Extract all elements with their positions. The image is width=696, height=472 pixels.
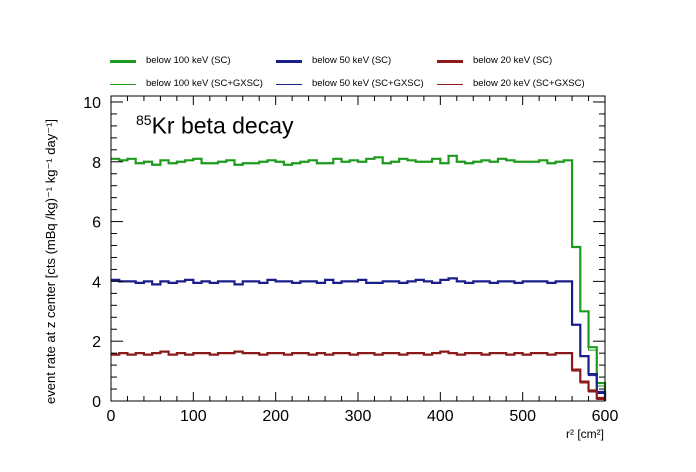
x-tick-label: 200 <box>262 408 289 425</box>
x-tick-label: 300 <box>345 408 372 425</box>
legend-swatch <box>437 84 463 85</box>
x-tick-label: 400 <box>427 408 454 425</box>
title-main: Kr beta decay <box>151 112 294 139</box>
y-tick-label: 6 <box>92 215 101 232</box>
legend: below 100 keV (SC) below 50 keV (SC) bel… <box>0 0 696 100</box>
title-superscript: 85 <box>136 112 152 128</box>
axes-layer: 0 100 200 300 400 500 600 0 2 4 6 8 10 <box>83 95 618 425</box>
legend-swatch <box>437 60 463 63</box>
x-tick-label: 500 <box>509 408 536 425</box>
series-line <box>111 351 606 401</box>
y-tick-label: 8 <box>92 155 101 172</box>
legend-swatch <box>276 60 302 63</box>
series-line <box>111 277 607 401</box>
legend-label: below 50 keV (SC) <box>312 55 392 66</box>
chart-title: 85Kr beta decay <box>136 112 294 140</box>
legend-swatch <box>110 60 136 63</box>
x-tick-label: 0 <box>107 408 116 425</box>
legend-label: below 100 keV (SC+GXSC) <box>146 78 263 89</box>
series-line <box>111 155 606 401</box>
legend-label: below 20 keV (SC) <box>473 55 553 66</box>
legend-label: below 100 keV (SC) <box>146 55 231 66</box>
legend-swatch <box>110 84 136 85</box>
x-tick-label: 600 <box>592 408 619 425</box>
x-axis-label: r² [cm²] <box>566 427 604 441</box>
x-tick-label: 100 <box>180 408 207 425</box>
series-line <box>111 277 606 401</box>
y-tick-label: 2 <box>92 334 101 351</box>
series-layer <box>111 154 607 401</box>
y-tick-label: 0 <box>92 394 101 411</box>
y-axis-label: event rate at z center [cts (mBq /kg)⁻¹ … <box>43 119 58 404</box>
legend-swatch <box>276 84 302 85</box>
legend-label: below 50 keV (SC+GXSC) <box>312 78 424 89</box>
y-tick-label: 10 <box>83 95 101 112</box>
legend-label: below 20 keV (SC+GXSC) <box>473 78 585 89</box>
y-tick-label: 4 <box>92 274 101 291</box>
series-line <box>111 154 607 401</box>
